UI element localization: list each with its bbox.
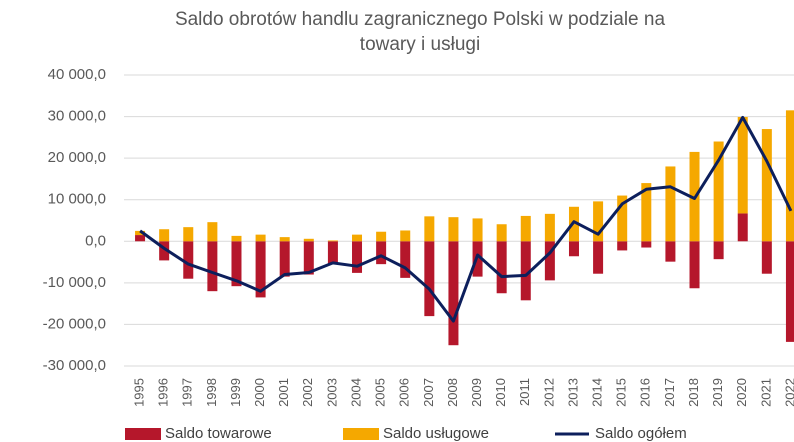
bar bbox=[448, 217, 459, 242]
bar bbox=[352, 241, 363, 273]
x-tick-label: 2000 bbox=[252, 378, 267, 407]
bar bbox=[472, 218, 483, 242]
y-tick-label: 20 000,0 bbox=[48, 149, 106, 166]
bar bbox=[496, 241, 507, 294]
bar bbox=[352, 234, 363, 242]
bar bbox=[255, 241, 266, 298]
x-tick-label: 2018 bbox=[686, 378, 701, 407]
bar bbox=[376, 241, 387, 265]
bar bbox=[593, 241, 604, 274]
bar bbox=[400, 241, 411, 278]
bar bbox=[593, 201, 604, 242]
bar bbox=[617, 195, 628, 242]
bar bbox=[135, 235, 146, 242]
x-tick-label: 2010 bbox=[493, 378, 508, 407]
legend-label: Saldo ogółem bbox=[595, 425, 687, 442]
bar bbox=[761, 241, 772, 274]
bar bbox=[689, 241, 700, 289]
chart-title: towary i usługi bbox=[360, 34, 480, 55]
legend-swatch bbox=[343, 428, 379, 440]
bar bbox=[255, 234, 266, 242]
bar bbox=[279, 237, 290, 242]
bar bbox=[737, 213, 748, 242]
bar bbox=[303, 241, 314, 275]
x-tick-label: 2008 bbox=[445, 378, 460, 407]
legend-label: Saldo usługowe bbox=[383, 425, 489, 442]
bar bbox=[737, 116, 748, 214]
x-tick-label: 2002 bbox=[300, 378, 315, 407]
bar bbox=[713, 141, 724, 242]
bar bbox=[424, 241, 435, 317]
x-tick-label: 2005 bbox=[373, 378, 388, 407]
y-tick-label: -30 000,0 bbox=[43, 357, 106, 374]
x-tick-label: 2004 bbox=[348, 378, 363, 407]
bar bbox=[183, 241, 194, 279]
bar bbox=[785, 110, 794, 242]
bar bbox=[761, 129, 772, 242]
bar bbox=[665, 241, 676, 262]
x-tick-label: 2021 bbox=[758, 378, 773, 407]
bar bbox=[496, 224, 507, 242]
x-tick-label: 2007 bbox=[421, 378, 436, 407]
bar bbox=[303, 238, 314, 242]
x-tick-label: 2015 bbox=[614, 378, 629, 407]
bar bbox=[568, 241, 579, 257]
bar bbox=[520, 241, 531, 301]
bar bbox=[544, 241, 555, 281]
bar bbox=[713, 241, 724, 260]
x-tick-label: 2012 bbox=[541, 378, 556, 407]
bar bbox=[159, 229, 170, 242]
x-tick-label: 1998 bbox=[204, 378, 219, 407]
bar bbox=[400, 230, 411, 242]
x-tick-label: 2019 bbox=[710, 378, 725, 407]
bar bbox=[327, 240, 338, 242]
bar bbox=[424, 216, 435, 242]
x-tick-label: 2013 bbox=[565, 378, 580, 407]
x-tick-label: 2006 bbox=[397, 378, 412, 407]
x-tick-label: 1999 bbox=[228, 378, 243, 407]
bar bbox=[665, 166, 676, 242]
bar bbox=[135, 230, 146, 236]
x-tick-label: 2011 bbox=[517, 378, 532, 406]
bar bbox=[376, 231, 387, 242]
bar bbox=[327, 241, 338, 265]
bar bbox=[207, 241, 218, 292]
x-tick-label: 2014 bbox=[590, 378, 605, 407]
bar bbox=[183, 227, 194, 242]
bar bbox=[785, 241, 794, 342]
y-tick-label: 10 000,0 bbox=[48, 191, 106, 208]
x-tick-label: 1997 bbox=[180, 378, 195, 407]
bar bbox=[279, 241, 290, 277]
y-tick-label: -20 000,0 bbox=[43, 315, 106, 332]
x-tick-label: 2001 bbox=[276, 378, 291, 407]
legend-swatch bbox=[125, 428, 161, 440]
x-tick-label: 2003 bbox=[324, 378, 339, 407]
x-tick-label: 1995 bbox=[131, 378, 146, 407]
line bbox=[139, 115, 793, 323]
bar bbox=[231, 235, 242, 242]
bar bbox=[617, 241, 628, 251]
bar bbox=[641, 241, 652, 248]
bar bbox=[520, 215, 531, 242]
x-tick-label: 2009 bbox=[469, 378, 484, 407]
y-tick-label: 30 000,0 bbox=[48, 108, 106, 125]
bar bbox=[448, 241, 459, 346]
x-tick-label: 2016 bbox=[638, 378, 653, 407]
x-tick-label: 2017 bbox=[662, 378, 677, 407]
bar bbox=[159, 241, 170, 261]
chart-title: Saldo obrotów handlu zagranicznego Polsk… bbox=[175, 9, 666, 30]
legend-label: Saldo towarowe bbox=[165, 425, 272, 442]
x-tick-label: 1996 bbox=[156, 378, 171, 407]
bar bbox=[207, 222, 218, 242]
x-tick-label: 2020 bbox=[734, 378, 749, 407]
bar bbox=[641, 183, 652, 242]
y-tick-label: 0,0 bbox=[85, 232, 106, 249]
y-tick-label: 40 000,0 bbox=[48, 66, 106, 83]
bar bbox=[544, 213, 555, 242]
y-tick-label: -10 000,0 bbox=[43, 274, 106, 291]
x-tick-label: 2022 bbox=[782, 378, 794, 407]
bar bbox=[231, 241, 242, 287]
